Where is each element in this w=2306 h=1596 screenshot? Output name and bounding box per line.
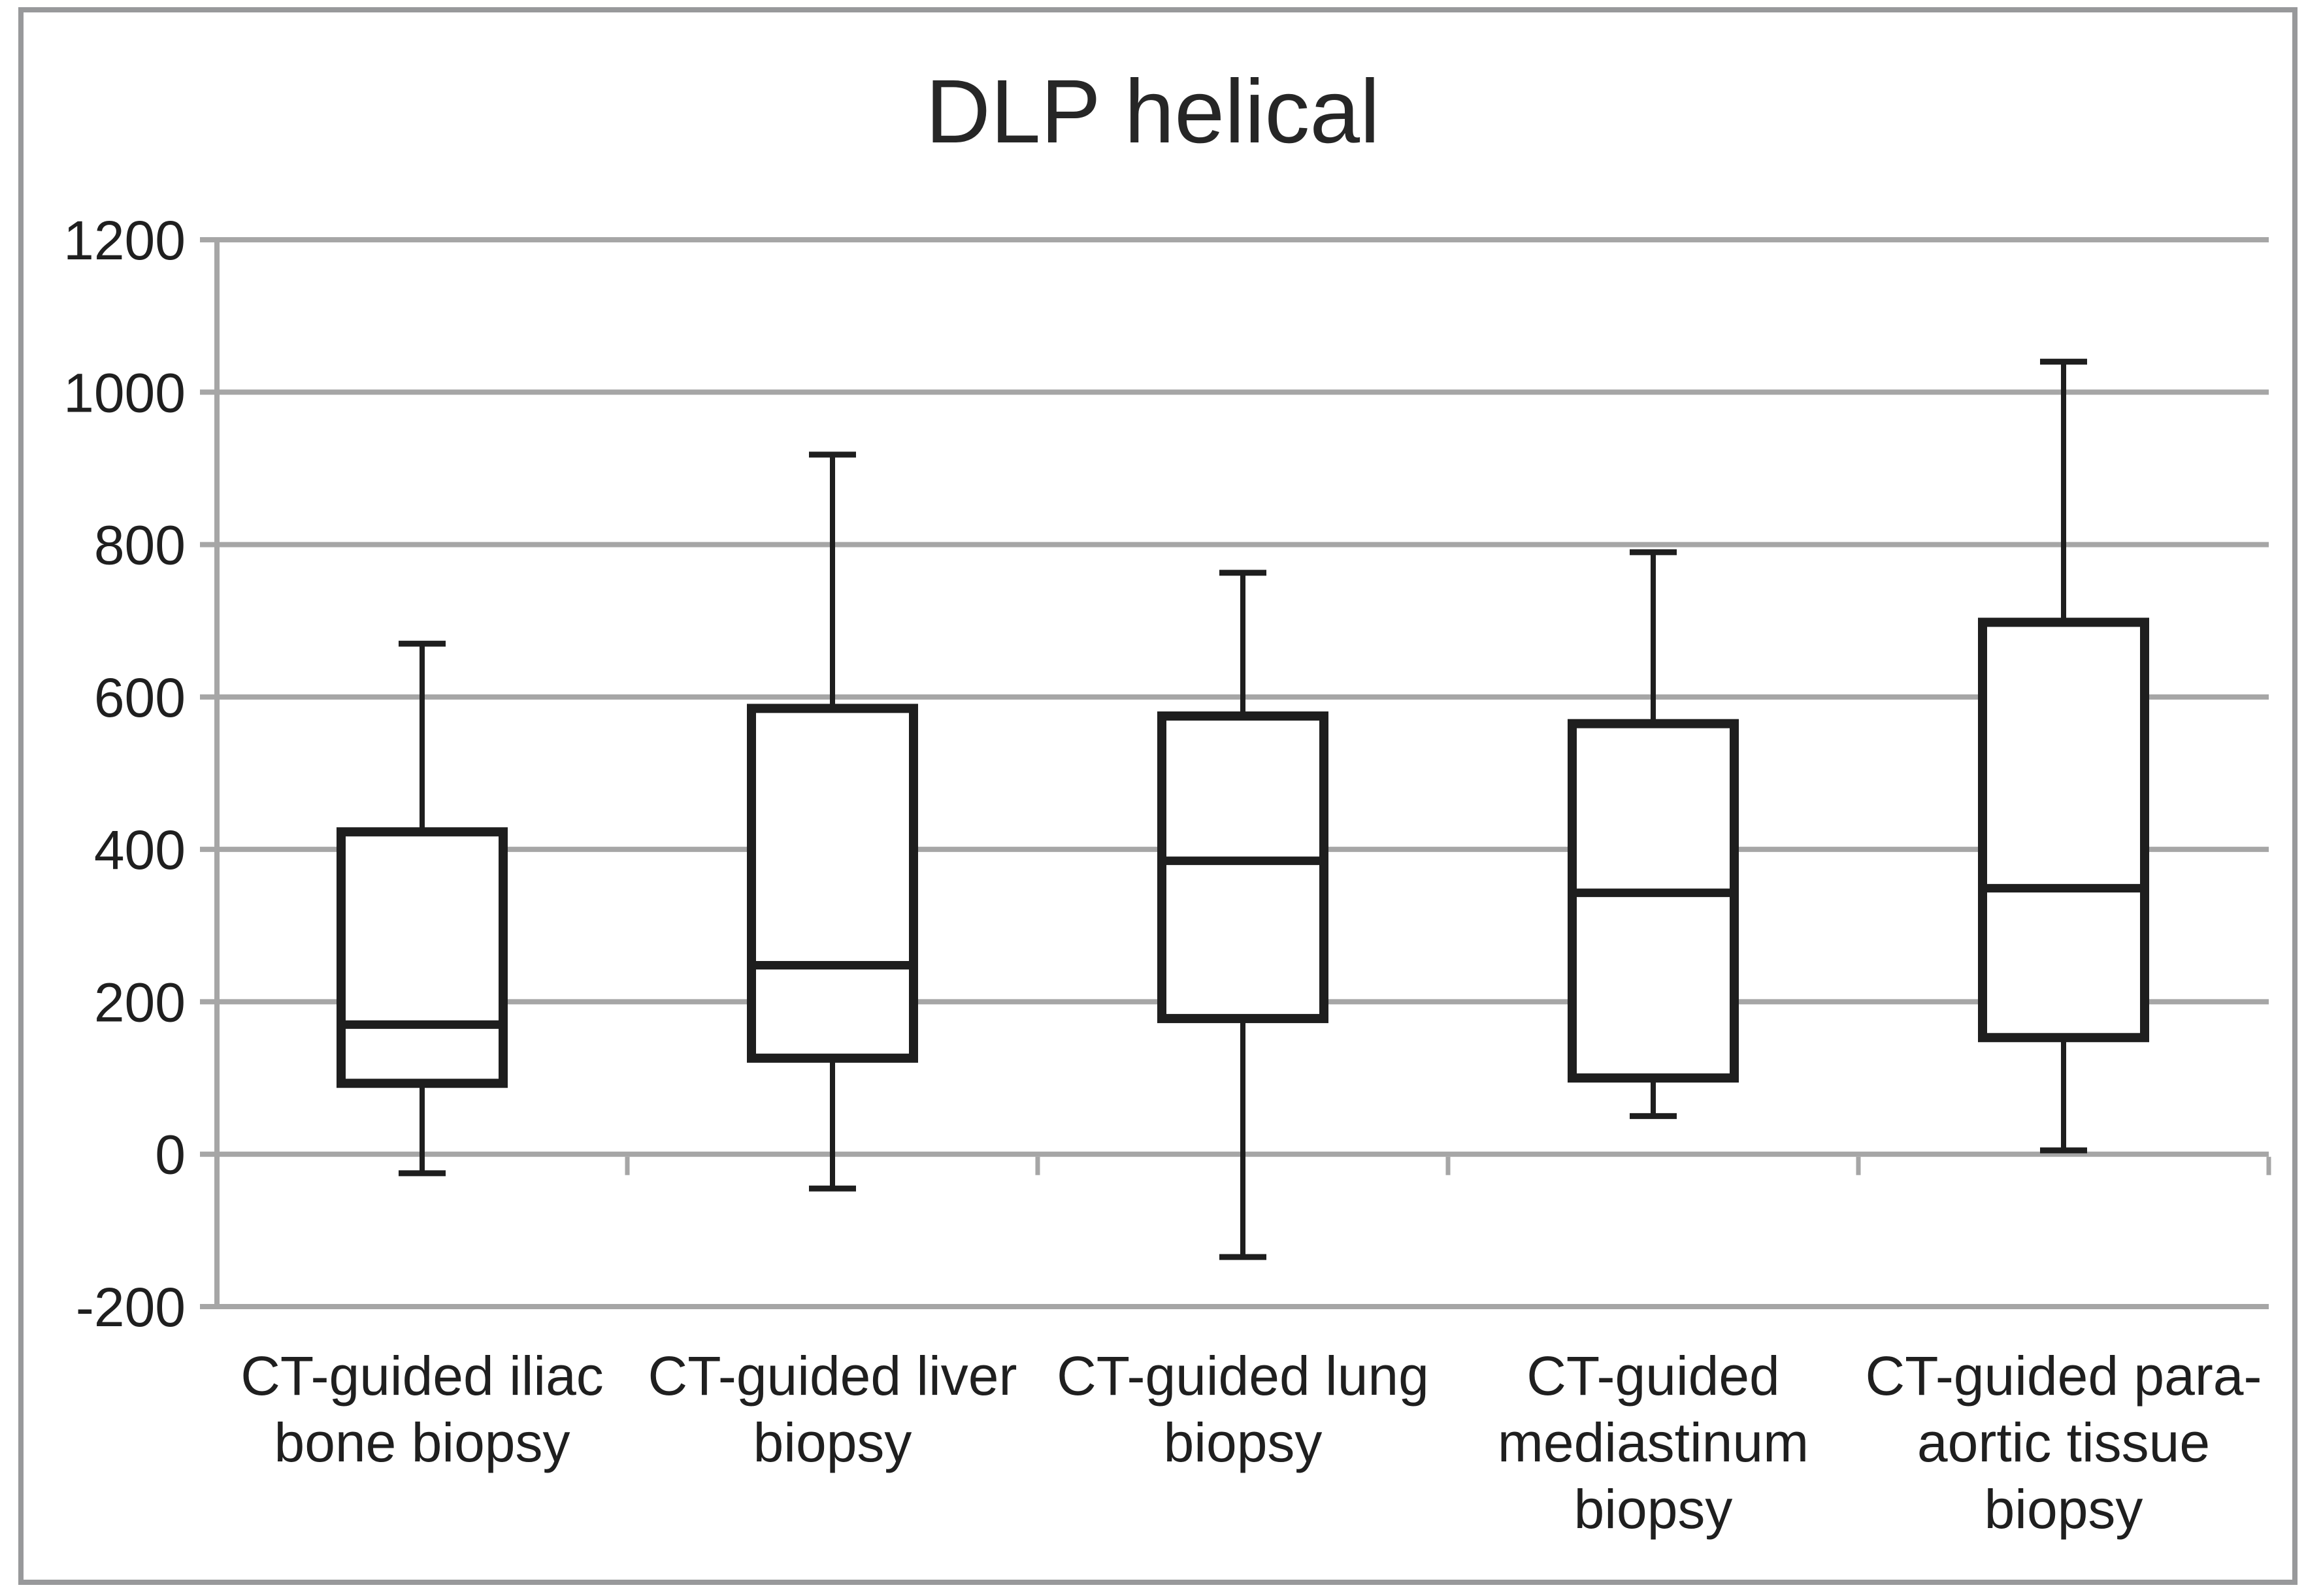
iqr-box <box>1568 719 1739 1083</box>
category-label-line: CT-guided liver <box>648 1345 1017 1407</box>
chart-title: DLP helical <box>925 61 1380 162</box>
box-plot-3 <box>1157 570 1328 1260</box>
category-label-line: biopsy <box>1574 1478 1733 1540</box>
box-plot-2 <box>747 451 918 1192</box>
category-label-line: biopsy <box>1164 1412 1323 1473</box>
y-tick-label-800: 800 <box>94 515 186 576</box>
category-label-line: biopsy <box>1985 1478 2143 1540</box>
figure-border <box>18 7 2298 1585</box>
y-tick-label-0: 0 <box>155 1124 186 1186</box>
y-tick-label-1200: 1200 <box>63 210 186 271</box>
y-tick-label--200: -200 <box>76 1277 186 1338</box>
category-label-line: bone biopsy <box>274 1412 570 1473</box>
box-plot-1 <box>337 640 508 1177</box>
iqr-box <box>337 827 508 1088</box>
category-label-line: mediastinum <box>1498 1412 1809 1473</box>
iqr-box <box>1157 711 1328 1024</box>
y-axis-labels-group: 1200 1000 800 600 400 200 0 -200 <box>63 210 186 1338</box>
category-label-line: aortic tissue <box>1917 1412 2210 1473</box>
category-label-line: CT-guided lung <box>1057 1345 1429 1407</box>
category-label-line: CT-guided <box>1526 1345 1780 1407</box>
box-plot-4 <box>1568 549 1739 1119</box>
y-tick-label-1000: 1000 <box>63 362 186 423</box>
category-label-line: biopsy <box>753 1412 912 1473</box>
box-plot-5 <box>1978 359 2149 1154</box>
iqr-box <box>1978 617 2149 1043</box>
iqr-box <box>747 704 918 1063</box>
x-axis-ticks-group <box>214 1156 2271 1175</box>
category-label-line: CT-guided iliac <box>240 1345 604 1407</box>
y-tick-label-200: 200 <box>94 971 186 1033</box>
y-tick-label-400: 400 <box>94 819 186 881</box>
category-label-line: CT-guided para- <box>1866 1345 2262 1407</box>
y-tick-label-600: 600 <box>94 667 186 728</box>
